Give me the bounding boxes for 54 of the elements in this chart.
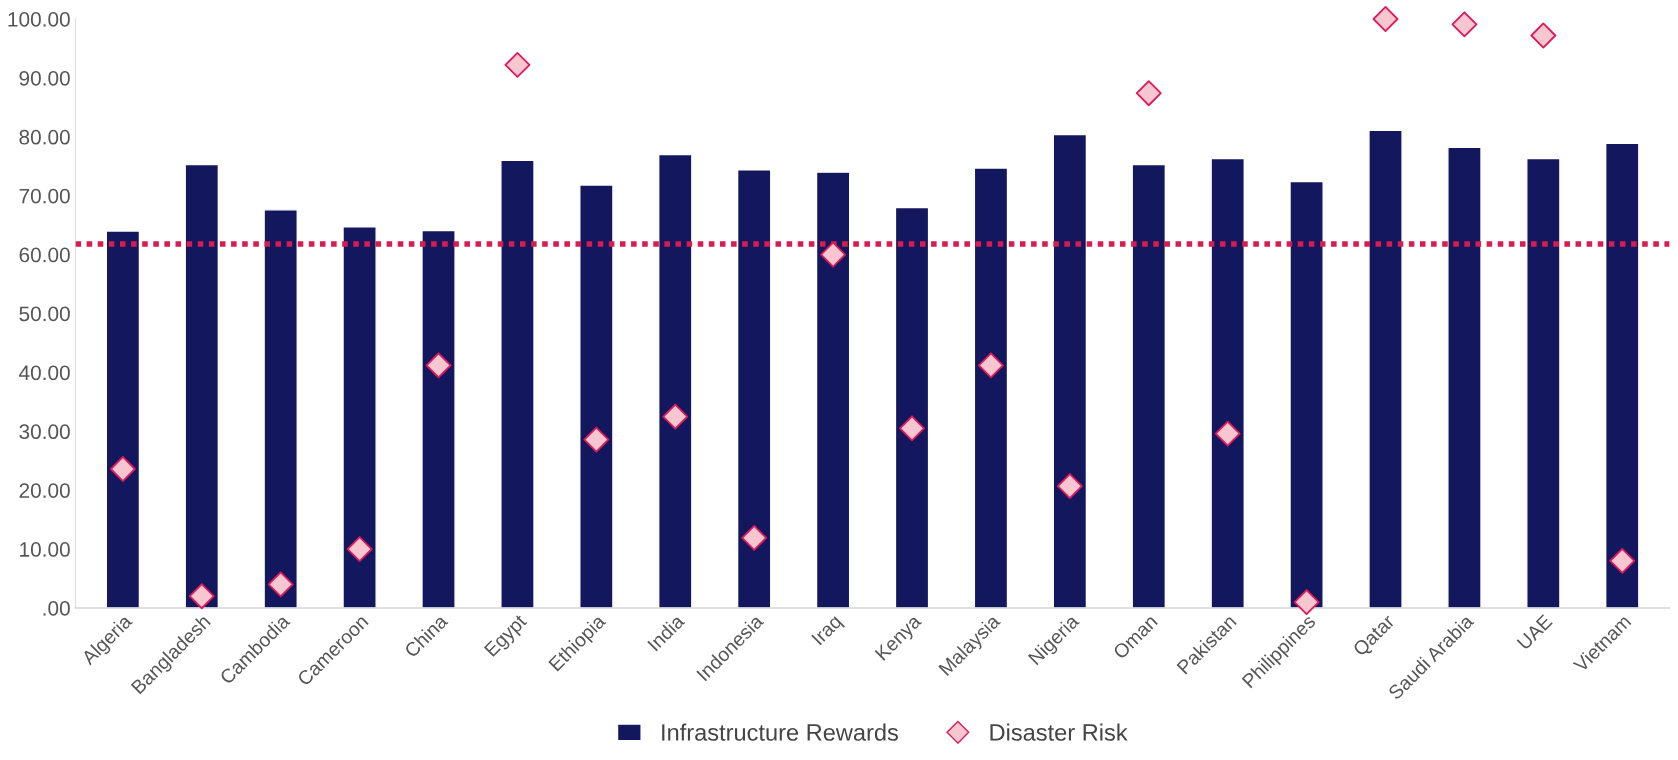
bar [1289,180,1324,608]
y-tick-label: 30.00 [19,424,70,440]
point [1530,22,1557,49]
point [109,456,136,482]
point [820,241,847,268]
bar [1526,157,1561,608]
bar [1131,163,1167,608]
point [188,583,215,610]
bar [342,226,377,608]
bar [1447,146,1482,608]
y-tick-label: 40.00 [19,365,70,381]
point [346,536,373,563]
y-tick-label: 90.00 [19,70,70,86]
point [267,571,294,598]
y-tick-label: .00 [43,601,70,616]
bar [1604,142,1640,608]
bar [579,184,614,608]
point [583,426,610,453]
point [1372,6,1399,32]
bar [815,171,851,608]
point [1609,547,1636,574]
point [978,352,1004,379]
point [1056,473,1083,500]
bar [894,206,930,608]
legend-label: Infrastructure Rewards [662,723,898,741]
legend-label: Disaster Risk [990,723,1128,741]
bar [105,230,141,608]
point [425,352,452,379]
y-tick-label: 50.00 [19,306,70,322]
point [662,403,689,430]
bar [1368,129,1403,608]
y-tick-label: 100.00 [8,12,70,27]
x-tick-label: Iraq [811,614,846,649]
y-tick-label: 70.00 [19,188,70,204]
bar [500,159,535,608]
y-tick-label: 60.00 [19,247,70,263]
bar [736,169,772,608]
y-tick-label: 80.00 [19,129,70,145]
point [1135,80,1162,107]
point [899,415,925,442]
point [1214,420,1241,447]
bar [973,167,1009,608]
bar [1052,133,1088,608]
point [741,524,768,551]
point [504,52,531,78]
point [1293,589,1320,616]
bar [184,163,220,608]
bar [1210,157,1245,608]
point [1451,11,1478,38]
bar [421,229,456,608]
bar [263,209,298,608]
bar [658,153,693,608]
y-tick-label: 20.00 [19,483,70,498]
y-tick-label: 10.00 [20,542,70,557]
